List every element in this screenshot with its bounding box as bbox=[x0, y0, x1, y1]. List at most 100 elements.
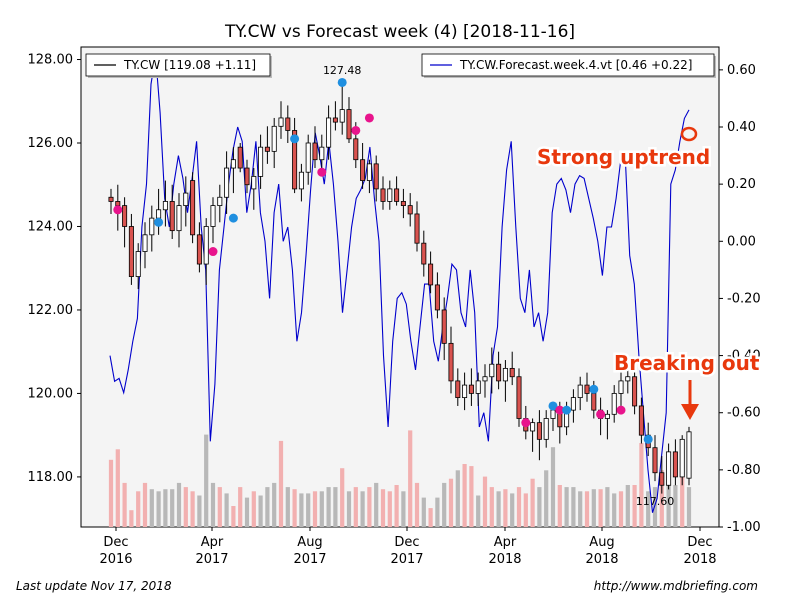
volume-bar bbox=[224, 493, 229, 527]
volume-bar bbox=[272, 482, 277, 527]
x-tick-label-month: Apr bbox=[201, 535, 224, 550]
volume-bar bbox=[299, 493, 304, 527]
x-tick-label-year: 2017 bbox=[390, 552, 423, 567]
candle-body bbox=[169, 201, 175, 232]
candle-body bbox=[149, 217, 155, 236]
volume-bar bbox=[496, 491, 501, 527]
candle-body bbox=[135, 251, 141, 277]
volume-bar bbox=[156, 491, 161, 527]
candle-body bbox=[258, 146, 264, 177]
signal-markers bbox=[113, 77, 653, 444]
candle-body bbox=[543, 418, 549, 440]
volume-bar bbox=[605, 487, 610, 527]
y-left-tick-label: 118.00 bbox=[28, 470, 74, 485]
volume-bar bbox=[129, 510, 134, 527]
candle-body bbox=[128, 226, 134, 277]
candle-body bbox=[632, 376, 638, 407]
volume-bar bbox=[476, 495, 481, 527]
y-left-tick-label: 124.00 bbox=[28, 219, 74, 234]
breaking-out-label-halo: Breaking out bbox=[614, 351, 760, 375]
candle-body bbox=[156, 209, 162, 219]
signal-marker bbox=[290, 134, 300, 144]
volume-bar bbox=[646, 491, 651, 527]
candle-body bbox=[591, 393, 597, 411]
y-left-tick-label: 126.00 bbox=[28, 136, 74, 151]
candle-body bbox=[244, 167, 250, 186]
signal-marker bbox=[113, 205, 123, 215]
y-right-tick-label: 0.40 bbox=[727, 120, 756, 135]
axes: 118.00 120.00 122.00 124.00 126.00 128.00 -1.0… bbox=[28, 53, 761, 567]
volume-bar bbox=[238, 487, 243, 527]
volume-bar bbox=[163, 489, 168, 527]
candle-body bbox=[421, 242, 427, 265]
x-tick-label-year: 2018 bbox=[683, 552, 716, 567]
x-tick-label-month: Aug bbox=[297, 535, 322, 550]
candle-body bbox=[666, 451, 672, 486]
volume-bar bbox=[652, 487, 658, 527]
candle-body bbox=[536, 422, 542, 440]
x-tick-label-month: Dec bbox=[103, 535, 128, 550]
volume-bar bbox=[659, 470, 664, 527]
signal-marker bbox=[351, 125, 361, 135]
candle-body bbox=[679, 438, 685, 478]
y-right-tick-label: -0.20 bbox=[727, 291, 761, 306]
forecast-line bbox=[109, 55, 690, 513]
signal-marker bbox=[317, 167, 327, 177]
volume-bar bbox=[142, 482, 148, 527]
signal-marker bbox=[643, 434, 653, 444]
candle-body bbox=[428, 263, 434, 286]
candle-body bbox=[686, 431, 692, 479]
volume-bar bbox=[333, 487, 338, 527]
x-tick-label-year: 2017 bbox=[195, 552, 228, 567]
y-right-tick-label: -0.80 bbox=[727, 463, 761, 478]
signal-marker bbox=[616, 405, 626, 415]
candle-body bbox=[530, 422, 536, 432]
candle-body bbox=[346, 109, 352, 140]
y-left-tick-label: 122.00 bbox=[28, 303, 74, 318]
volume-bar bbox=[292, 489, 297, 527]
volume-bar bbox=[108, 459, 114, 527]
volume-bar bbox=[204, 434, 209, 527]
volume-bar bbox=[557, 485, 562, 527]
candle-body bbox=[387, 188, 393, 202]
candle-body bbox=[659, 472, 665, 486]
volume-bar bbox=[360, 491, 365, 527]
candle-body bbox=[652, 447, 658, 474]
candle-body bbox=[115, 201, 121, 207]
candle-body bbox=[203, 226, 209, 265]
x-tick-label-month: Aug bbox=[589, 535, 614, 550]
volume-bar bbox=[448, 478, 454, 527]
volume-bar bbox=[408, 430, 413, 527]
volume-bar bbox=[122, 482, 127, 527]
volume-bar bbox=[136, 491, 141, 527]
volume-bar bbox=[319, 491, 324, 527]
candle-body bbox=[516, 376, 522, 419]
candle-body bbox=[550, 409, 556, 419]
candle-body bbox=[468, 384, 474, 394]
low-label: 117.60 bbox=[636, 495, 675, 508]
volume-bar bbox=[435, 497, 440, 527]
volume-bar bbox=[312, 491, 318, 527]
candle-body bbox=[339, 109, 345, 123]
volume-bar bbox=[673, 485, 678, 527]
candle-body bbox=[224, 167, 230, 198]
candle-body bbox=[380, 188, 386, 202]
candle-body bbox=[264, 146, 270, 152]
signal-marker bbox=[337, 77, 347, 87]
candle-body bbox=[251, 175, 257, 190]
signal-marker bbox=[562, 405, 572, 415]
candle-body bbox=[475, 380, 481, 394]
candle-body bbox=[434, 284, 440, 311]
volume-bar bbox=[258, 495, 263, 527]
volume-bar bbox=[612, 493, 617, 527]
high-label: 127.48 bbox=[323, 64, 362, 77]
signal-marker bbox=[154, 217, 164, 227]
volume-bar bbox=[210, 482, 216, 527]
legend-price-label: TY.CW [119.08 +1.11] bbox=[123, 58, 256, 72]
volume-bar bbox=[380, 489, 386, 527]
candle-body bbox=[271, 125, 277, 152]
candle-body bbox=[489, 363, 495, 378]
uptrend-circle bbox=[680, 126, 698, 142]
signal-marker bbox=[596, 409, 606, 419]
